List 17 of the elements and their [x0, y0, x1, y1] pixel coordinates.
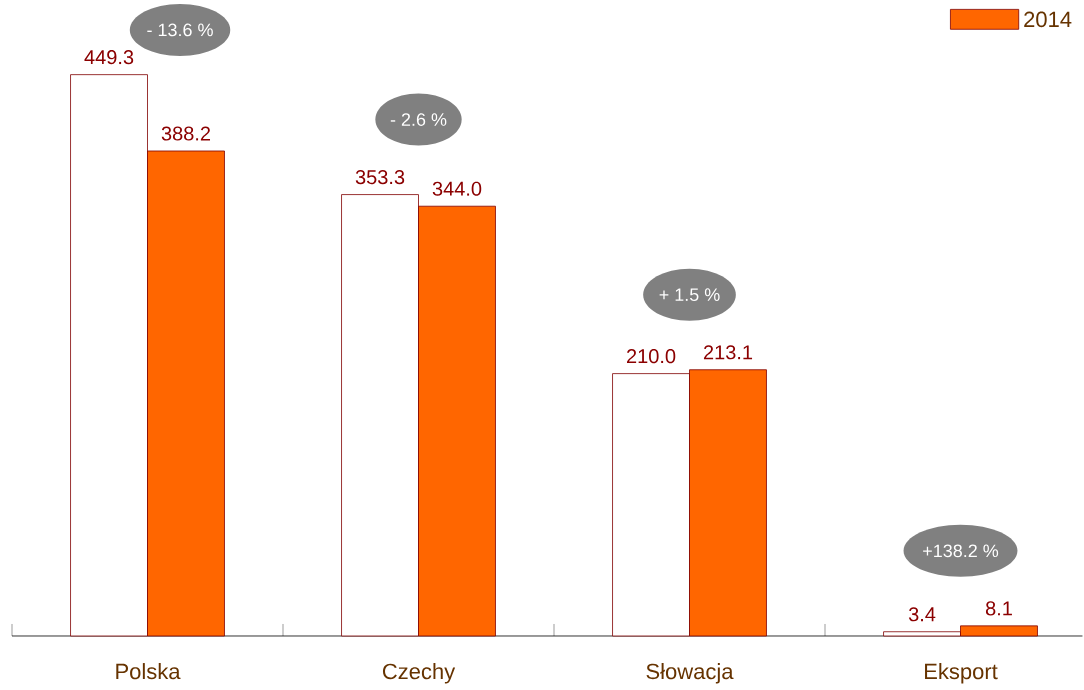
annotation: + 1.5 %: [659, 288, 720, 302]
legend-label: 2014: [1024, 11, 1072, 28]
annotation: - 2.6 %: [390, 113, 447, 126]
data-label: 8.1: [985, 601, 1012, 616]
x-tick-label: Polska: [116, 663, 181, 680]
data-label: 344.0: [432, 181, 482, 196]
x-tick-label: Czechy: [382, 663, 456, 684]
data-label: 210.0: [627, 349, 676, 364]
data-label: 449.3: [84, 50, 134, 65]
x-tick-label: Słowacja: [646, 663, 734, 684]
x-tick-label: Eksport: [925, 663, 998, 684]
data-label: 3.4: [908, 607, 936, 622]
data-label: 353.3: [355, 170, 405, 185]
annotation: +138.2 %: [923, 544, 999, 558]
data-label: 388.2: [161, 126, 211, 141]
data-label: 213.1: [703, 345, 753, 360]
text: - 13.6 %: [147, 23, 213, 37]
